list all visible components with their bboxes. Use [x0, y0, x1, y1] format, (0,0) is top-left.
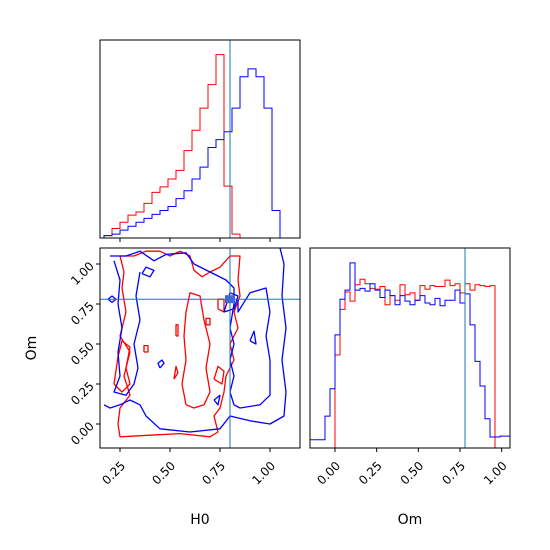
contour-series-1-level-5 [213, 365, 225, 385]
h0-hist-frame [99, 39, 301, 239]
contour-ytick-label-1: 0.00 [68, 419, 97, 448]
contour-xtick-label-2: 0.50 [149, 459, 178, 488]
contour-truth-marker [225, 295, 235, 304]
om-hist-xlabel: Om [398, 512, 423, 528]
om-hist-xtick-label-4: 0.75 [439, 459, 468, 488]
contour-series-1-level-1 [117, 250, 241, 438]
contour-series-1-level-4 [173, 365, 179, 380]
contour-series-2-level-8 [249, 330, 257, 345]
contour-xtick-label-3: 0.75 [199, 459, 228, 488]
om-hist-xtick-label-3: 0.50 [398, 459, 427, 488]
om-hist-series-2 [310, 262, 510, 448]
contour-series-1-level-2 [181, 292, 211, 409]
contour-xlabel: H0 [190, 512, 209, 528]
contour-series-1-level-7 [143, 344, 149, 353]
contour-series-2-level-4 [141, 266, 155, 278]
h0-hist-series-1 [103, 54, 288, 239]
om-hist-series-1 [310, 278, 510, 448]
contour-ytick-label-5: 1.00 [68, 259, 97, 288]
contour-series-2-level-6 [157, 359, 165, 369]
om-hist-xtick-label-2: 0.25 [356, 459, 385, 488]
contour-ytick-label-4: 0.75 [68, 299, 97, 328]
om-hist-xtick-label-1: 0.00 [314, 459, 343, 488]
om-histogram-panel: 0.00 0.25 0.50 0.75 1.00 Om [309, 247, 511, 528]
om-hist-frame [309, 247, 511, 449]
contour-series-1-level-6 [217, 298, 225, 313]
contour-ytick-label-3: 0.50 [68, 339, 97, 368]
contour-ylabel: Om [24, 336, 40, 361]
contour-xtick-label-4: 1.00 [249, 459, 278, 488]
contour-series-1-level-9 [205, 317, 211, 326]
contour-xtick-label-1: 0.25 [99, 459, 128, 488]
contour-series-1-level-8 [175, 324, 179, 337]
contour-series-2-level-7 [213, 394, 221, 406]
h0-histogram-panel [99, 39, 301, 242]
h0-hist-series-2 [103, 68, 288, 239]
contour-frame [99, 247, 301, 449]
om-hist-xtick-label-5: 1.00 [481, 459, 510, 488]
contour-series-2-level-3 [113, 260, 141, 396]
contour-ytick-label-2: 0.25 [68, 379, 97, 408]
